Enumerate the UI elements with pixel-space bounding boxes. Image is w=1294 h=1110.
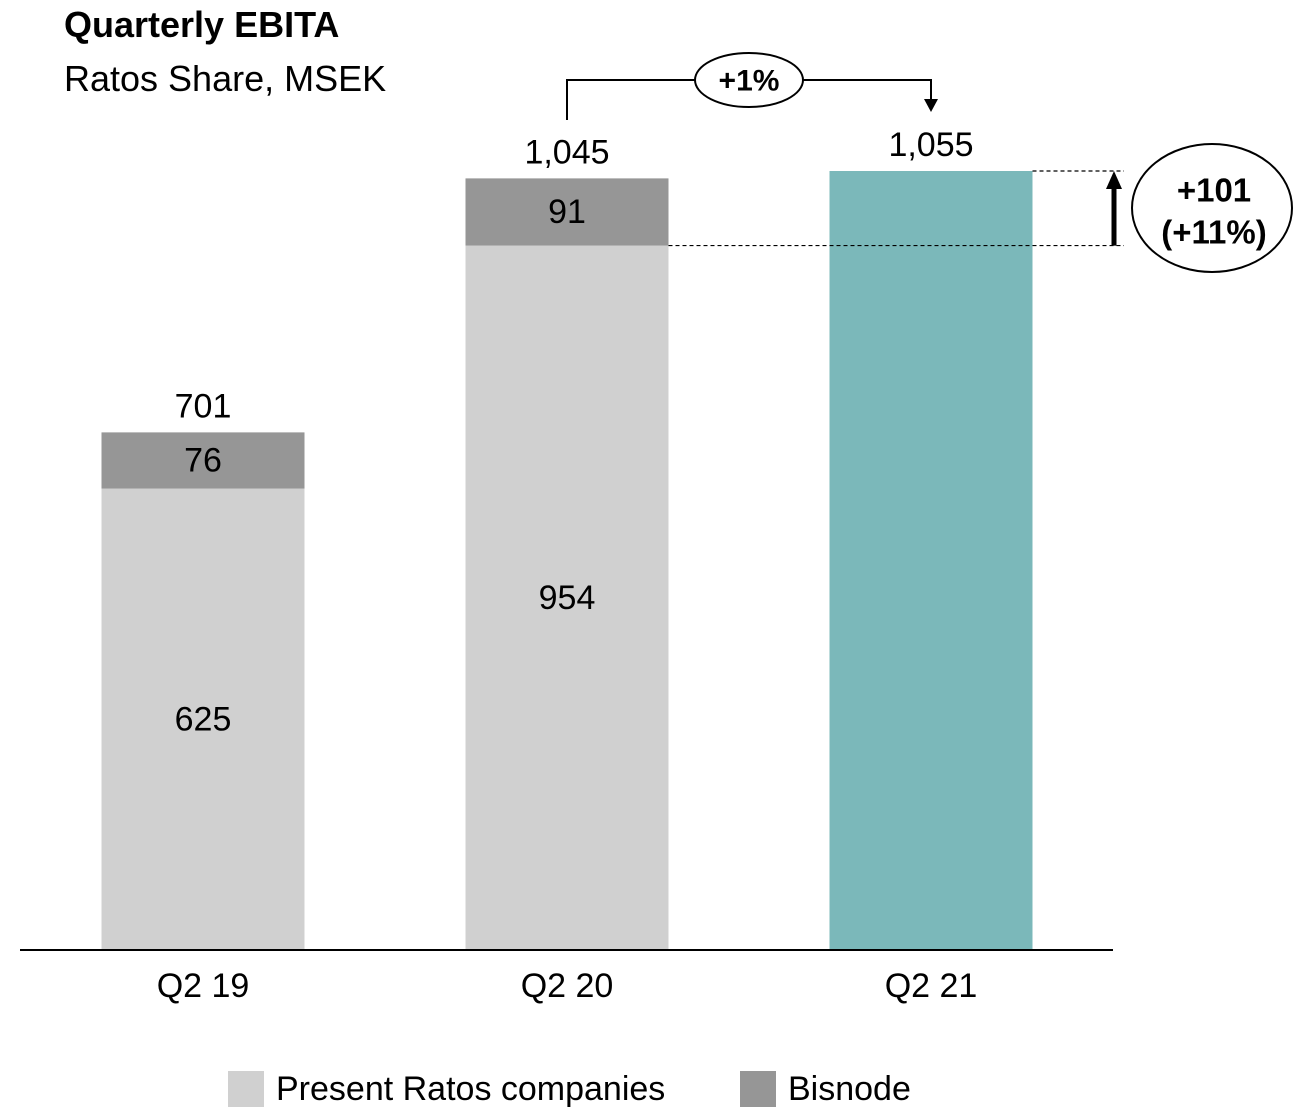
legend: Present Ratos companies Bisnode xyxy=(0,1068,1294,1110)
delta-percent-label: (+11%) xyxy=(1161,214,1266,251)
x-tick-label: Q2 19 xyxy=(157,967,250,1005)
total-label: 701 xyxy=(175,387,232,425)
delta-oval xyxy=(1131,143,1293,273)
bar-present-ratos-0 xyxy=(101,488,305,950)
chart-subtitle: Ratos Share, MSEK xyxy=(64,58,387,99)
segment-label: 625 xyxy=(175,700,232,738)
legend-label-bisnode: Bisnode xyxy=(788,1069,911,1108)
delta-arrowhead xyxy=(1106,171,1122,189)
legend-item-present-ratos: Present Ratos companies xyxy=(228,1068,665,1110)
x-tick-label: Q2 20 xyxy=(521,967,614,1005)
legend-swatch-bisnode xyxy=(740,1071,776,1107)
total-label: 1,055 xyxy=(888,126,973,164)
yoy-arrowhead xyxy=(924,99,938,112)
bar-present-ratos-1 xyxy=(465,245,669,950)
segment-label: 76 xyxy=(184,441,222,479)
bar-present-ratos-2 xyxy=(829,171,1033,950)
segment-label: 954 xyxy=(539,579,596,617)
legend-item-bisnode: Bisnode xyxy=(740,1068,911,1110)
chart-title: Quarterly EBITA xyxy=(64,4,340,45)
delta-value-label: +101 xyxy=(1177,172,1251,209)
bar-bisnode-0 xyxy=(101,432,305,489)
total-label: 1,045 xyxy=(524,133,609,171)
segment-label: 91 xyxy=(548,193,586,231)
x-tick-label: Q2 21 xyxy=(885,967,978,1005)
legend-label-present-ratos: Present Ratos companies xyxy=(276,1069,666,1108)
yoy-change-label: +1% xyxy=(719,65,780,98)
legend-swatch-present-ratos xyxy=(228,1071,264,1107)
yoy-oval xyxy=(694,52,804,108)
bar-bisnode-1 xyxy=(465,178,669,246)
